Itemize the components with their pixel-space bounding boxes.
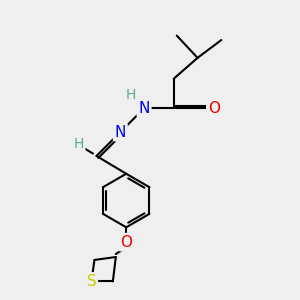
Text: N: N (115, 125, 126, 140)
Text: H: H (125, 88, 136, 102)
Text: N: N (138, 101, 150, 116)
Text: O: O (208, 101, 220, 116)
Text: H: H (74, 137, 84, 151)
Text: S: S (87, 274, 96, 289)
Text: O: O (120, 235, 132, 250)
